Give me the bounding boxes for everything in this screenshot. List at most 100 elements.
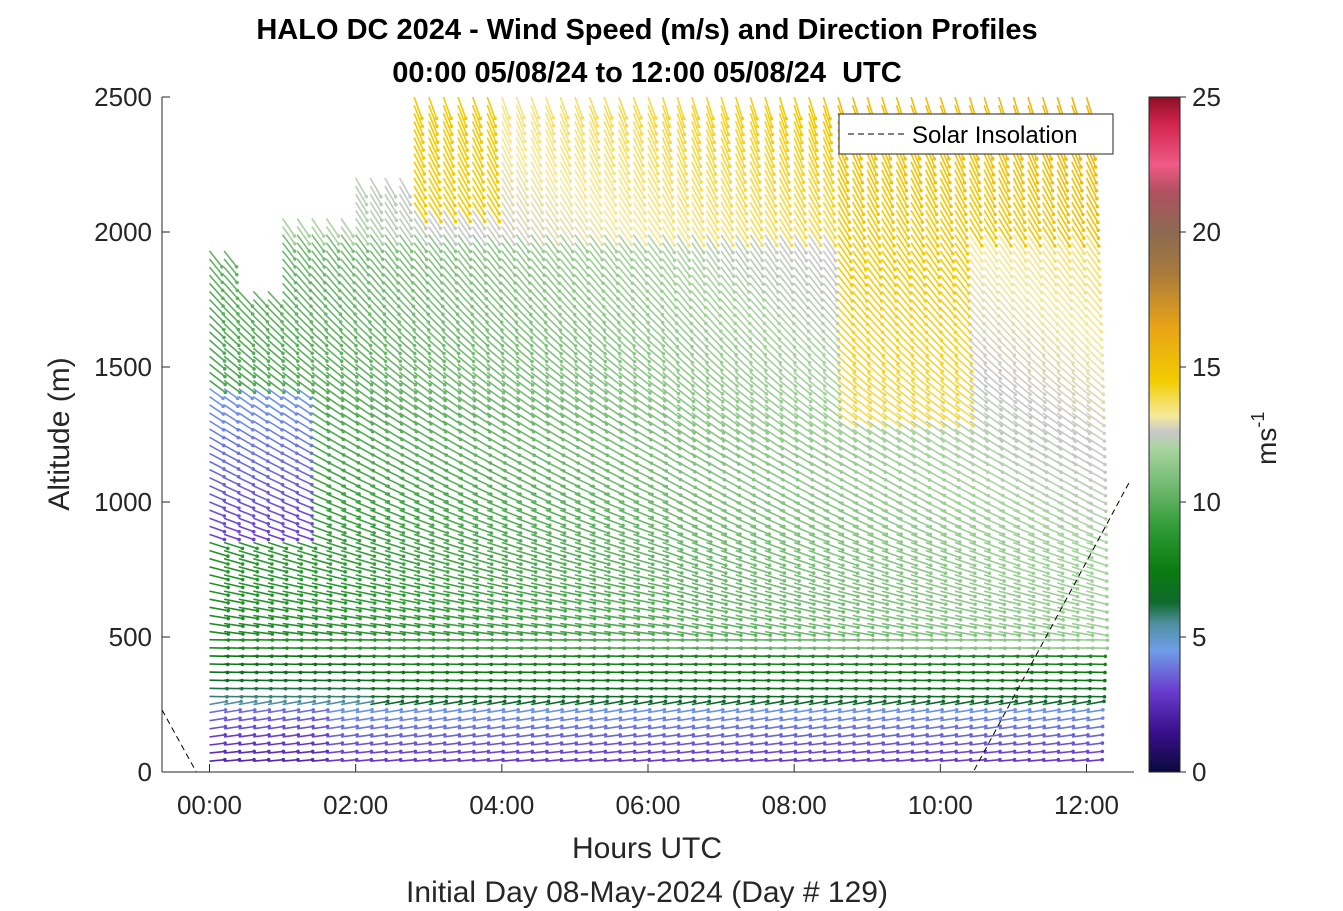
wind-barb-head — [518, 546, 523, 551]
wind-barb-head — [526, 249, 531, 254]
wind-barb-head — [255, 585, 260, 590]
wind-barb-head — [478, 116, 483, 121]
wind-barb-head — [221, 304, 225, 308]
wind-barb-head — [548, 562, 553, 566]
wind-barb-head — [478, 124, 483, 129]
wind-barb-head — [280, 320, 284, 324]
wind-barb-head — [422, 172, 427, 176]
wind-barb-head — [343, 601, 348, 605]
wind-barb-head — [313, 546, 318, 551]
wind-barb-head — [530, 383, 535, 387]
wind-barb-head — [497, 226, 501, 231]
wind-barb-head — [420, 132, 425, 137]
wind-barb-head — [515, 351, 520, 356]
wind-barb-head — [307, 234, 311, 238]
wind-barb-head — [221, 320, 226, 324]
wind-barb-shaft — [209, 501, 225, 509]
wind-barb-shaft — [238, 614, 258, 620]
wind-barb-head — [453, 242, 458, 246]
wind-barb — [252, 339, 271, 356]
wind-barb-head — [548, 554, 552, 559]
wind-barb-head — [460, 538, 464, 543]
wind-barb-head — [544, 351, 549, 356]
wind-barb-shaft — [209, 590, 229, 596]
wind-barb-head — [482, 211, 487, 216]
wind-barb-head — [235, 280, 239, 285]
wind-barb-head — [516, 716, 520, 720]
wind-barb-head — [511, 210, 515, 215]
wind-barb-shaft — [252, 420, 268, 431]
wind-barb-head — [266, 522, 271, 526]
wind-barb-head — [397, 335, 402, 340]
wind-barb-head — [522, 123, 527, 128]
wind-barb-head — [280, 327, 285, 332]
wind-barb-head — [387, 601, 392, 605]
wind-barb-head — [339, 359, 344, 363]
wind-barb-head — [241, 632, 245, 636]
wind-barb-head — [372, 616, 377, 621]
wind-barb-shaft — [209, 485, 225, 494]
wind-barb-head — [365, 249, 370, 254]
wind-barb — [209, 716, 228, 722]
wind-barb-head — [237, 343, 241, 348]
wind-barb-head — [299, 601, 304, 605]
wind-barb-head — [420, 124, 425, 129]
wind-barb-shaft — [238, 468, 254, 478]
wind-barb-head — [369, 359, 373, 364]
wind-barb — [238, 724, 257, 730]
wind-barb-shaft — [252, 452, 269, 462]
wind-barb-head — [452, 195, 457, 200]
wind-barb-head — [250, 312, 255, 316]
wind-barb-shaft — [209, 476, 225, 486]
wind-barb-shaft — [209, 363, 226, 378]
wind-barb-head — [479, 140, 484, 145]
wind-barb-head — [485, 320, 489, 325]
wind-barb-head — [513, 273, 517, 277]
wind-barb-head — [328, 616, 333, 621]
wind-barb-shaft — [238, 541, 258, 550]
wind-barb-head — [548, 609, 553, 613]
wind-barb-head — [504, 539, 508, 543]
wind-barb-head — [426, 328, 431, 332]
wind-barb-head — [222, 537, 227, 542]
wind-barb-head — [501, 383, 506, 387]
wind-barb-head — [422, 180, 427, 184]
wind-barb-head — [514, 336, 519, 340]
wind-barb-shaft — [223, 525, 240, 533]
wind-barb-head — [311, 382, 315, 387]
wind-barb-head — [380, 242, 385, 246]
wind-barb-head — [270, 570, 274, 574]
wind-barb-head — [355, 382, 359, 387]
wind-barb-head — [379, 194, 383, 199]
wind-barb-head — [222, 522, 227, 526]
wind-barb-shaft — [208, 323, 225, 339]
wind-barb-head — [501, 716, 506, 720]
wind-barb-shaft — [223, 549, 243, 557]
wind-barb-head — [343, 546, 347, 551]
wind-barb-head — [425, 265, 429, 269]
wind-barb-shaft — [253, 517, 269, 525]
wind-barb-head — [281, 522, 285, 526]
wind-barb-shaft — [253, 750, 269, 754]
wind-barb-shaft — [253, 606, 273, 612]
wind-barb-head — [266, 367, 271, 371]
wind-barb-head — [488, 699, 492, 704]
wind-barb — [209, 371, 227, 387]
wind-barb-head — [326, 708, 330, 712]
wind-barb — [253, 622, 275, 629]
wind-barb-shaft — [252, 323, 269, 339]
wind-barb-shaft — [209, 598, 229, 604]
wind-barb-shaft — [238, 404, 253, 415]
wind-barb-head — [336, 242, 341, 246]
wind-barb-head — [453, 249, 458, 254]
wind-barb-head — [265, 327, 270, 332]
wind-barb-shaft — [238, 371, 255, 386]
wind-barb-head — [527, 265, 532, 270]
wind-barb-head — [270, 624, 275, 629]
wind-barb-shaft — [252, 379, 270, 394]
wind-barb — [209, 708, 228, 714]
wind-barb-head — [545, 383, 550, 387]
wind-barb-shaft — [253, 622, 273, 628]
wind-barb-shaft — [209, 630, 229, 635]
wind-barb-head — [328, 593, 333, 597]
